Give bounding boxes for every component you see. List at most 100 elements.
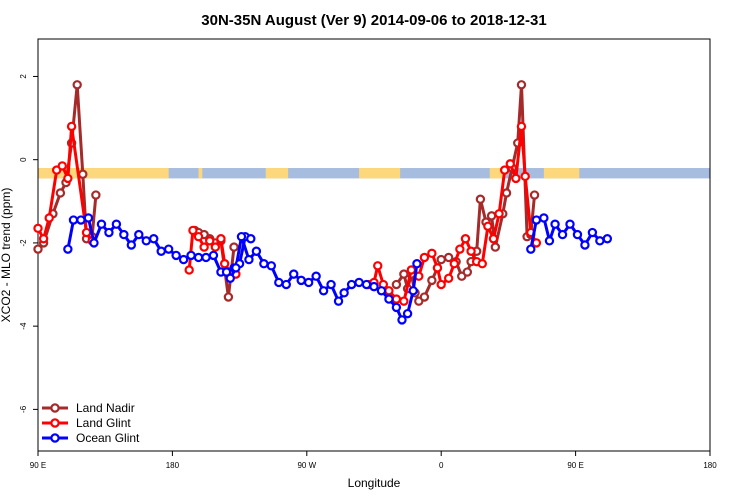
data-point [436,279,446,290]
data-point [55,188,66,198]
data-point [391,279,402,290]
data-point [490,242,501,252]
x-tick-label: 90 E [30,461,46,470]
y-axis: -6 -4 -2 0 2 [19,74,38,413]
x-tick-label: 90 W [297,461,316,470]
data-point [72,80,82,90]
data-point [186,250,196,261]
data-point [373,261,383,271]
data-point [119,229,129,240]
data-point [539,213,549,223]
series-line [228,235,419,322]
y-tick-label: 0 [19,157,28,162]
data-point [499,165,510,175]
data-point [544,236,555,246]
data-point [369,281,379,292]
data-point [244,254,254,265]
data-point [104,227,114,238]
data-point [296,275,306,286]
data-point [361,279,372,290]
data-point [44,213,54,223]
land-band-segment [265,168,289,179]
data-point [326,279,336,290]
data-point [505,159,515,169]
data-point [193,252,204,263]
legend-label: Ocean Glint [76,431,140,445]
data-point [339,288,349,298]
x-tick-label: 180 [703,461,717,470]
data-point [516,121,527,132]
legend-item: Land Nadir [42,401,135,415]
data-point [38,234,49,244]
data-point [529,190,540,200]
data-point [178,254,189,265]
data-point [427,248,437,259]
chart-title: 30N-35N August (Ver 9) 2014-09-06 to 201… [201,12,546,29]
data-point [141,236,151,246]
data-point [412,259,422,269]
data-point [63,173,73,184]
data-point [210,242,221,252]
data-point [251,246,262,256]
data-point [311,271,321,281]
data-point [83,213,94,223]
data-point [193,231,204,242]
data-point [391,302,402,313]
data-point [406,265,417,275]
data-point [384,294,394,304]
legend-label: Land Nadir [76,401,135,415]
data-point [486,211,497,221]
data-point [171,250,181,261]
data-point [531,215,542,225]
y-tick-label: 2 [19,74,28,79]
data-point [397,315,407,325]
data-point [163,244,174,254]
x-axis: 90 E 180 90 W 0 90 E 180 [30,451,717,470]
data-point [475,194,486,204]
data-point [354,277,364,288]
x-tick-label: 90 E [567,461,583,470]
y-tick-label: -4 [19,322,28,330]
data-point [223,292,234,302]
data-point [391,294,402,304]
data-point [149,234,159,244]
data-point [205,236,215,246]
data-point [408,286,418,296]
data-point [68,215,79,225]
data-point [501,188,512,198]
data-point [376,286,387,296]
data-point [199,242,209,252]
data-point [399,269,409,279]
data-point [219,259,230,269]
series-ocean-glint [63,213,613,325]
data-point [432,263,443,273]
legend-marker [50,418,60,428]
data-point [602,234,613,244]
plot-border [37,38,711,452]
legend-item: Ocean Glint [42,431,140,445]
series-land-nadir [33,80,540,306]
data-point [236,231,247,242]
data-point [462,267,473,277]
data-point [520,171,530,182]
data-point [229,242,239,252]
data-point [289,269,299,279]
data-point [184,265,194,275]
data-point [565,219,575,229]
data-point [443,252,454,263]
data-point [33,223,43,234]
plot-frame [37,38,711,452]
data-point [89,238,99,248]
data-point [318,286,329,296]
data-point [550,219,560,229]
land-band-segment [38,168,169,179]
data-point [572,229,583,240]
data-point [384,286,394,296]
data-point [231,263,241,273]
x-tick-label: 0 [439,461,444,470]
data-point [436,254,446,265]
data-point [419,292,430,302]
data-point [402,308,413,319]
